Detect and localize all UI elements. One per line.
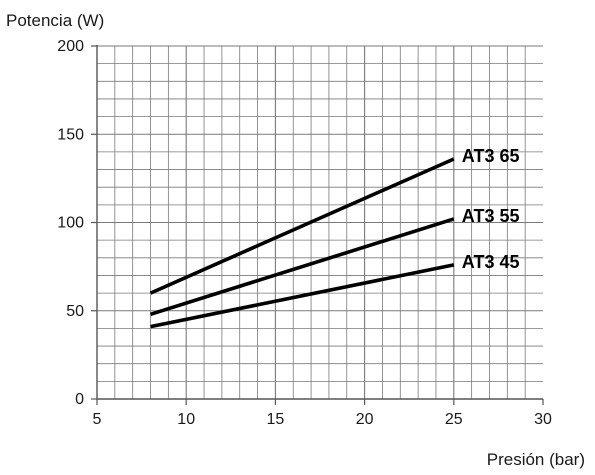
y-tick-label: 200 bbox=[57, 38, 84, 55]
axes bbox=[91, 45, 544, 405]
series-line-2 bbox=[149, 217, 455, 316]
grid bbox=[97, 45, 543, 399]
x-tick-label: 10 bbox=[177, 411, 195, 428]
y-axis-label: Potencia (W) bbox=[6, 11, 104, 30]
y-tick-label: 150 bbox=[57, 126, 84, 143]
x-tick-label: 20 bbox=[356, 411, 374, 428]
tick-labels: 5 10 15 20 25 30 0 50 100 150 200 bbox=[57, 38, 552, 428]
series-label-2: AT3 55 bbox=[462, 206, 520, 226]
x-tick-label: 5 bbox=[93, 411, 102, 428]
series-label-1: AT3 65 bbox=[462, 146, 520, 166]
y-tick-label: 0 bbox=[75, 391, 84, 408]
x-axis-label: Presión (bar) bbox=[487, 450, 585, 469]
x-tick-label: 15 bbox=[267, 411, 285, 428]
series-lines bbox=[149, 157, 455, 329]
series-label-3: AT3 45 bbox=[462, 252, 520, 272]
y-tick-label: 50 bbox=[66, 303, 84, 320]
series-line-1 bbox=[149, 157, 455, 295]
series-line-3 bbox=[150, 263, 455, 329]
x-tick-label: 25 bbox=[445, 411, 463, 428]
series-labels: AT3 65 AT3 55 AT3 45 bbox=[462, 146, 520, 272]
x-tick-label: 30 bbox=[534, 411, 552, 428]
y-tick-label: 100 bbox=[57, 215, 84, 232]
